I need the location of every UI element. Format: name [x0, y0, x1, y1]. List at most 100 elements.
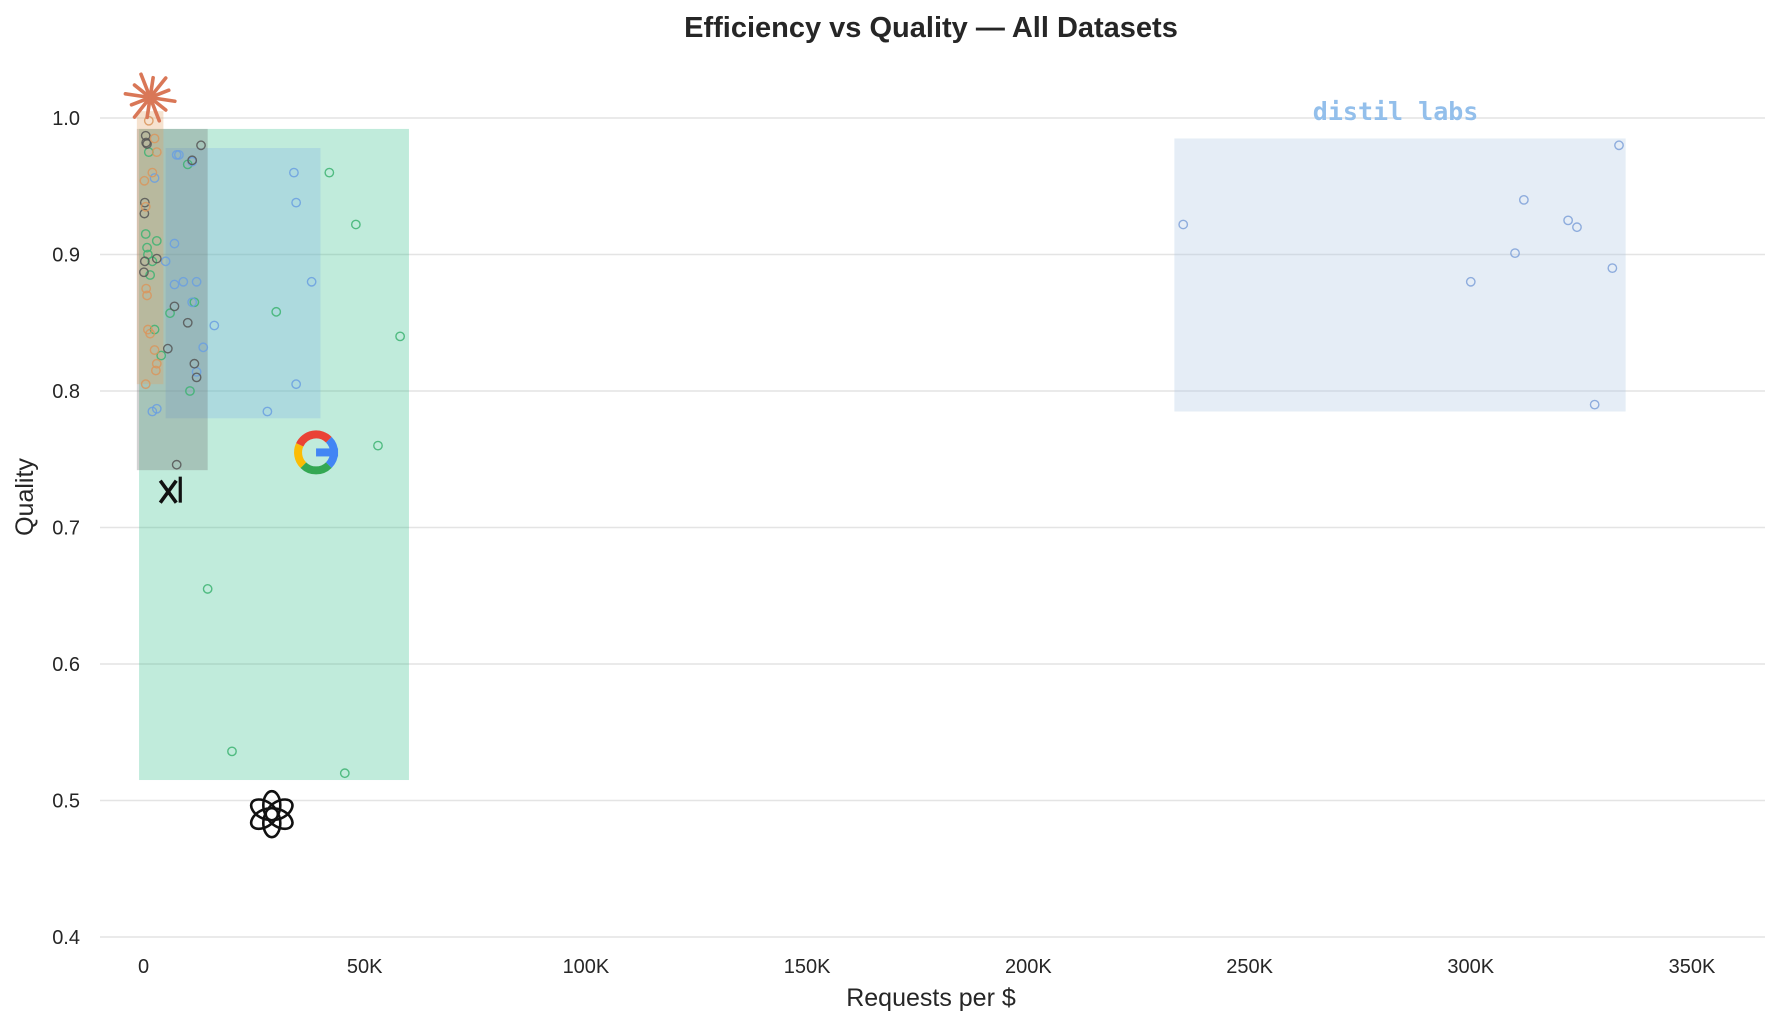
data-point — [1510, 248, 1520, 259]
data-point — [139, 256, 150, 267]
x-tick-label: 100K — [563, 956, 610, 978]
data-point — [147, 167, 158, 178]
data-point — [139, 197, 150, 208]
data-point — [202, 584, 213, 594]
data-point — [262, 406, 273, 417]
data-point — [191, 372, 202, 383]
data-point — [289, 167, 299, 178]
data-point — [227, 746, 237, 757]
range-box-anthropic — [136, 111, 164, 385]
distil-labs-logo: distil labs — [1313, 97, 1479, 126]
data-point — [209, 320, 220, 331]
data-point — [291, 379, 302, 390]
data-point — [271, 306, 282, 317]
tick-labels: 0.4 0.5 0.6 0.7 0.8 0.9 1.0 0 50K 100K 150K 200K 250… — [52, 108, 1716, 978]
data-point — [1465, 276, 1476, 287]
data-point — [291, 197, 302, 208]
x-tick-label: 200K — [1005, 956, 1052, 978]
range-box-distil-labs — [1174, 138, 1626, 412]
y-tick-label: 1.0 — [52, 108, 80, 130]
y-tick-label: 0.4 — [52, 927, 80, 949]
data-point — [169, 301, 180, 312]
provider-logos: distil labs — [123, 72, 1479, 839]
data-point — [149, 133, 160, 144]
x-tick-label: 150K — [784, 956, 831, 978]
data-point — [191, 276, 202, 287]
y-tick-label: 0.6 — [52, 654, 80, 676]
data-point — [169, 279, 180, 290]
data-point — [1614, 140, 1624, 151]
data-point — [151, 235, 162, 246]
x-tick-label: 0 — [138, 956, 149, 978]
data-point — [140, 379, 151, 390]
data-point — [140, 201, 151, 212]
data-point — [149, 345, 160, 355]
x-tick-label: 50K — [347, 956, 383, 978]
anthropic-logo-icon — [123, 72, 177, 123]
data-point — [350, 219, 361, 230]
data-point — [150, 365, 161, 376]
data-point — [139, 175, 150, 186]
data-point — [169, 238, 180, 249]
x-tick-label: 350K — [1669, 956, 1716, 978]
y-tick-label: 0.9 — [52, 245, 80, 267]
data-point — [324, 167, 335, 178]
data-point — [139, 267, 149, 278]
data-point — [142, 139, 152, 149]
data-point — [173, 149, 184, 160]
y-tick-label: 0.8 — [52, 381, 80, 403]
y-axis-label: Quality — [11, 458, 39, 536]
data-point — [198, 342, 209, 353]
data-point — [156, 350, 167, 361]
data-point — [151, 147, 162, 158]
data-point — [162, 343, 173, 354]
data-point — [306, 276, 317, 287]
data-point — [142, 290, 152, 301]
data-point — [141, 283, 152, 294]
data-point — [151, 253, 162, 264]
range-boxes — [136, 111, 1626, 781]
data-point — [187, 155, 198, 166]
data-point — [171, 459, 182, 470]
data-point — [1607, 263, 1618, 274]
range-box-openai — [139, 128, 409, 781]
data-point — [373, 440, 383, 451]
data-point — [187, 297, 198, 308]
data-point — [149, 173, 160, 183]
chart-title: Efficiency vs Quality — All Datasets — [684, 12, 1178, 44]
data-point — [182, 317, 193, 328]
data-point — [139, 208, 150, 219]
data-point — [140, 229, 151, 239]
data-point — [151, 358, 162, 369]
data-point — [185, 386, 195, 396]
data-point — [151, 403, 162, 414]
gridlines — [100, 117, 1765, 938]
data-point — [1572, 222, 1582, 233]
x-axis-label: Requests per $ — [846, 984, 1016, 1012]
data-point — [395, 331, 406, 342]
x-tick-label: 300K — [1447, 956, 1494, 978]
data-point — [142, 242, 152, 253]
range-box-google — [165, 148, 321, 419]
google-logo-icon — [294, 430, 339, 475]
data-point — [1178, 219, 1189, 230]
data-point — [178, 276, 189, 287]
x-tick-label: 250K — [1226, 956, 1273, 978]
data-point — [1589, 399, 1600, 410]
openai-logo-icon — [249, 789, 294, 839]
data-point — [1518, 194, 1529, 205]
y-tick-label: 0.7 — [52, 518, 80, 540]
xai-logo-icon — [158, 476, 182, 504]
data-point — [160, 256, 171, 267]
data-point — [141, 137, 152, 148]
data-point — [1563, 215, 1574, 226]
data-point — [145, 328, 156, 339]
data-points — [139, 115, 1624, 779]
data-point — [189, 358, 200, 369]
distil-labs-label: distil labs — [1313, 97, 1479, 126]
data-point — [145, 270, 156, 280]
data-point — [196, 140, 206, 151]
data-point — [339, 768, 350, 779]
y-tick-label: 0.5 — [52, 791, 80, 813]
